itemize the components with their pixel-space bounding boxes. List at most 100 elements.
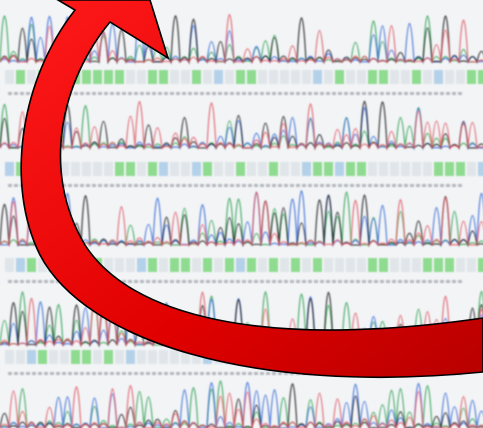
- annotation-text: [290, 280, 294, 283]
- base-call-cell: [5, 258, 14, 272]
- annotation-text: [110, 184, 114, 187]
- annotation-text: [230, 184, 234, 187]
- annotation-text: [164, 92, 168, 95]
- annotation-text: [158, 92, 162, 95]
- base-call-cell: [192, 162, 201, 176]
- annotation-text: [158, 372, 162, 375]
- base-call-cell: [159, 258, 168, 272]
- base-call-cell: [357, 70, 366, 84]
- annotation-text: [38, 372, 42, 375]
- annotation-text: [140, 372, 144, 375]
- base-call-cell: [313, 258, 322, 272]
- annotation-text: [26, 92, 30, 95]
- annotation-text: [44, 280, 48, 283]
- base-call-cell: [203, 70, 212, 84]
- annotation-text: [140, 92, 144, 95]
- annotation-text: [224, 184, 228, 187]
- base-call-cell: [379, 162, 388, 176]
- annotation-text: [200, 280, 204, 283]
- annotation-text: [32, 280, 36, 283]
- base-call-cell: [467, 162, 476, 176]
- chromatogram-image: [0, 0, 483, 428]
- annotation-text: [218, 280, 222, 283]
- annotation-text: [242, 372, 246, 375]
- base-call-cell: [379, 258, 388, 272]
- annotation-text: [92, 184, 96, 187]
- base-call-cell: [445, 162, 454, 176]
- base-call-cell: [192, 258, 201, 272]
- base-call-cell: [368, 258, 377, 272]
- base-call-cell: [434, 162, 443, 176]
- annotation-text: [332, 184, 336, 187]
- base-call-cell: [148, 70, 157, 84]
- base-call-cell: [335, 258, 344, 272]
- base-call-cell: [159, 350, 168, 364]
- annotation-text: [8, 184, 12, 187]
- annotation-text: [164, 184, 168, 187]
- base-call-cell: [137, 162, 146, 176]
- annotation-text: [146, 184, 150, 187]
- annotation-text: [284, 184, 288, 187]
- annotation-text: [146, 92, 150, 95]
- annotation-text: [272, 372, 276, 375]
- base-call-cell: [115, 258, 124, 272]
- annotation-text: [374, 184, 378, 187]
- annotation-text: [164, 280, 168, 283]
- annotation-text: [236, 280, 240, 283]
- annotation-text: [206, 92, 210, 95]
- annotation-text: [314, 92, 318, 95]
- base-call-cell: [181, 258, 190, 272]
- annotation-text: [362, 280, 366, 283]
- base-call-cell: [137, 70, 146, 84]
- annotation-text: [404, 280, 408, 283]
- annotation-text: [86, 372, 90, 375]
- annotation-text: [8, 92, 12, 95]
- annotation-text: [116, 184, 120, 187]
- annotation-text: [416, 184, 420, 187]
- annotation-text: [20, 92, 24, 95]
- base-call-cell: [104, 162, 113, 176]
- annotation-text: [374, 92, 378, 95]
- base-call-cell: [390, 70, 399, 84]
- annotation-text: [338, 92, 342, 95]
- base-call-cell: [247, 258, 256, 272]
- annotation-text: [458, 280, 462, 283]
- base-call-cell: [170, 258, 179, 272]
- annotation-text: [440, 92, 444, 95]
- base-call-cell: [38, 350, 47, 364]
- annotation-text: [356, 280, 360, 283]
- base-call-cell: [368, 162, 377, 176]
- annotation-text: [44, 372, 48, 375]
- base-call-cell: [148, 350, 157, 364]
- annotation-text: [344, 92, 348, 95]
- annotation-text: [140, 280, 144, 283]
- base-call-cell: [478, 162, 483, 176]
- annotation-text: [338, 184, 342, 187]
- annotation-text: [200, 184, 204, 187]
- annotation-text: [20, 280, 24, 283]
- annotation-text: [386, 92, 390, 95]
- annotation-text: [218, 184, 222, 187]
- base-call-cell: [159, 162, 168, 176]
- base-call-cell: [126, 350, 135, 364]
- annotation-text: [26, 280, 30, 283]
- annotation-text: [152, 92, 156, 95]
- base-call-cell: [324, 162, 333, 176]
- annotation-text: [434, 280, 438, 283]
- base-call-cell: [181, 70, 190, 84]
- annotation-text: [350, 184, 354, 187]
- annotation-text: [158, 184, 162, 187]
- annotation-text: [254, 372, 258, 375]
- base-call-cell: [357, 162, 366, 176]
- base-call-cell: [478, 258, 483, 272]
- base-call-cell: [93, 162, 102, 176]
- base-call-cell: [236, 70, 245, 84]
- annotation-text: [272, 280, 276, 283]
- annotation-text: [92, 92, 96, 95]
- base-call-cell: [467, 258, 476, 272]
- annotation-text: [428, 184, 432, 187]
- annotation-text: [380, 184, 384, 187]
- annotation-text: [302, 92, 306, 95]
- base-call-cell: [423, 70, 432, 84]
- annotation-text: [218, 372, 222, 375]
